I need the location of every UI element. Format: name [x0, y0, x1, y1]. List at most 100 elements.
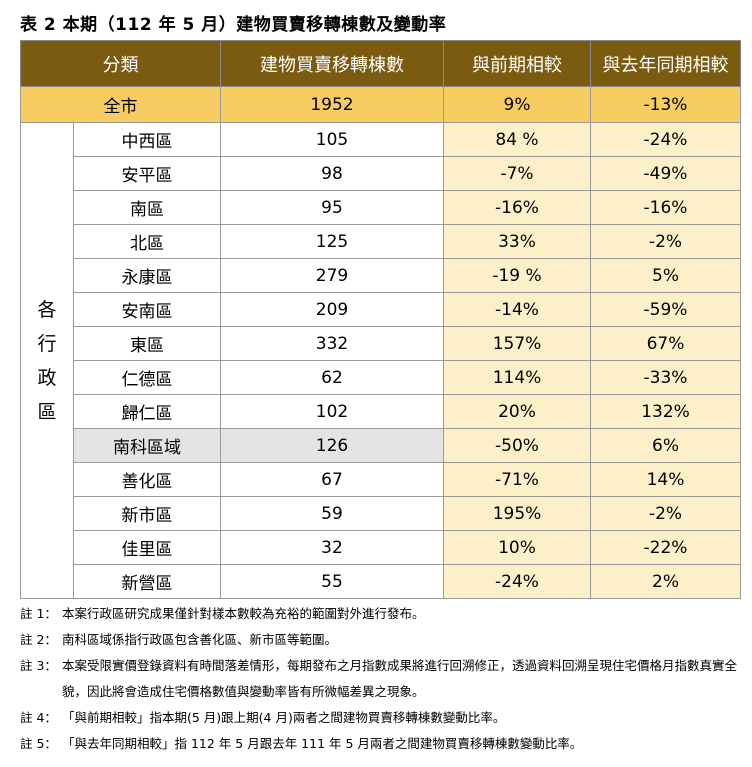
district-prev: 195% — [443, 496, 591, 531]
table-row: 南科區域 126 -50% 6% — [21, 428, 741, 463]
table-row: 佳里區 32 10% -22% — [21, 530, 741, 565]
footnotes: 註 1： 本案行政區研究成果僅針對樣本數較為充裕的範圍對外進行發布。 註 2： 南科… — [20, 601, 740, 757]
district-prev: 84 % — [443, 122, 591, 157]
table-row: 善化區 67 -71% 14% — [21, 462, 741, 497]
district-count: 95 — [220, 190, 444, 225]
district-prev: 114% — [443, 360, 591, 395]
district-count: 98 — [220, 156, 444, 191]
total-row: 全市 1952 9% -13% — [20, 86, 741, 123]
group-label-char: 各 — [37, 298, 57, 321]
table-row: 南區 95 -16% -16% — [21, 190, 741, 225]
transfer-table: 分類 建物買賣移轉棟數 與前期相較 與去年同期相較 全市 1952 9% -13… — [20, 40, 741, 599]
district-prev: -50% — [443, 428, 591, 463]
district-name: 東區 — [73, 326, 221, 361]
header-count: 建物買賣移轉棟數 — [220, 40, 444, 87]
district-prev: -14% — [443, 292, 591, 327]
district-yoy: -2% — [590, 496, 741, 531]
table-row: 永康區 279 -19 % 5% — [21, 258, 741, 293]
table-row: 北區 125 33% -2% — [21, 224, 741, 259]
note-label: 註 5： — [20, 736, 57, 751]
note-text: 「與去年同期相較」指 112 年 5 月跟去年 111 年 5 月兩者之間建物買… — [62, 736, 583, 751]
district-count: 105 — [220, 122, 444, 157]
district-yoy: 6% — [590, 428, 741, 463]
district-yoy: 2% — [590, 564, 741, 599]
district-prev: 10% — [443, 530, 591, 565]
group-label-char: 區 — [37, 400, 57, 423]
district-yoy: -16% — [590, 190, 741, 225]
district-yoy: -33% — [590, 360, 741, 395]
district-yoy: -49% — [590, 156, 741, 191]
district-count: 55 — [220, 564, 444, 599]
note-label: 註 1： — [20, 606, 57, 621]
district-yoy: -22% — [590, 530, 741, 565]
district-count: 279 — [220, 258, 444, 293]
district-yoy: 5% — [590, 258, 741, 293]
district-prev: -16% — [443, 190, 591, 225]
district-name: 仁德區 — [73, 360, 221, 395]
district-prev: -24% — [443, 564, 591, 599]
header-category: 分類 — [20, 40, 221, 87]
note-label: 註 2： — [20, 632, 57, 647]
group-label: 各行政區 — [20, 122, 74, 599]
group-label-char: 政 — [37, 366, 57, 389]
table-row: 新市區 59 195% -2% — [21, 496, 741, 531]
table-row: 新營區 55 -24% 2% — [21, 564, 741, 599]
header-prev: 與前期相較 — [443, 40, 591, 87]
district-name: 佳里區 — [73, 530, 221, 565]
district-count: 102 — [220, 394, 444, 429]
total-prev: 9% — [443, 86, 591, 123]
district-name: 新營區 — [73, 564, 221, 599]
district-name: 中西區 — [73, 122, 221, 157]
header-row: 分類 建物買賣移轉棟數 與前期相較 與去年同期相較 — [20, 40, 741, 87]
district-prev: -7% — [443, 156, 591, 191]
district-prev: 20% — [443, 394, 591, 429]
group-label-char: 行 — [37, 332, 57, 355]
note-2: 註 2： 南科區域係指行政區包含善化區、新市區等範圍。 — [20, 627, 740, 653]
district-prev: -19 % — [443, 258, 591, 293]
district-yoy: 67% — [590, 326, 741, 361]
table-row: 東區 332 157% 67% — [21, 326, 741, 361]
district-count: 67 — [220, 462, 444, 497]
note-text: 本案受限實價登錄資料有時間落差情形，每期發布之月指數成果將進行回溯修正，透過資料… — [62, 658, 738, 699]
table-title: 表 2 本期（112 年 5 月）建物買賣移轉棟數及變動率 — [20, 15, 447, 35]
district-name: 永康區 — [73, 258, 221, 293]
district-yoy: 14% — [590, 462, 741, 497]
note-1: 註 1： 本案行政區研究成果僅針對樣本數較為充裕的範圍對外進行發布。 — [20, 601, 740, 627]
district-name: 南科區域 — [73, 428, 221, 463]
table-row: 歸仁區 102 20% 132% — [21, 394, 741, 429]
table-row: 各行政區中西區 105 84 % -24% — [20, 122, 741, 599]
district-count: 332 — [220, 326, 444, 361]
table-row: 安南區 209 -14% -59% — [21, 292, 741, 327]
note-text: 本案行政區研究成果僅針對樣本數較為充裕的範圍對外進行發布。 — [62, 606, 425, 621]
district-name: 南區 — [73, 190, 221, 225]
district-yoy: -59% — [590, 292, 741, 327]
district-count: 126 — [220, 428, 444, 463]
district-name: 安南區 — [73, 292, 221, 327]
district-count: 125 — [220, 224, 444, 259]
district-name: 歸仁區 — [73, 394, 221, 429]
district-name: 安平區 — [73, 156, 221, 191]
note-label: 註 3： — [20, 658, 57, 673]
note-3: 註 3： 本案受限實價登錄資料有時間落差情形，每期發布之月指數成果將進行回溯修正，… — [20, 653, 740, 705]
note-5: 註 5： 「與去年同期相較」指 112 年 5 月跟去年 111 年 5 月兩者之… — [20, 731, 740, 757]
district-prev: 33% — [443, 224, 591, 259]
district-yoy: 132% — [590, 394, 741, 429]
note-label: 註 4： — [20, 710, 57, 725]
header-yoy: 與去年同期相較 — [590, 40, 741, 87]
district-yoy: -24% — [590, 122, 741, 157]
table-row: 安平區 98 -7% -49% — [21, 156, 741, 191]
total-name: 全市 — [20, 86, 221, 123]
district-prev: 157% — [443, 326, 591, 361]
note-text: 南科區域係指行政區包含善化區、新市區等範圍。 — [62, 632, 338, 647]
district-count: 209 — [220, 292, 444, 327]
note-text: 「與前期相較」指本期(5 月)跟上期(4 月)兩者之間建物買賣移轉棟數變動比率。 — [62, 710, 506, 725]
district-name: 善化區 — [73, 462, 221, 497]
district-count: 62 — [220, 360, 444, 395]
total-yoy: -13% — [590, 86, 741, 123]
district-name: 新市區 — [73, 496, 221, 531]
total-count: 1952 — [220, 86, 444, 123]
district-name: 北區 — [73, 224, 221, 259]
district-count: 32 — [220, 530, 444, 565]
district-yoy: -2% — [590, 224, 741, 259]
table-row: 仁德區 62 114% -33% — [21, 360, 741, 395]
